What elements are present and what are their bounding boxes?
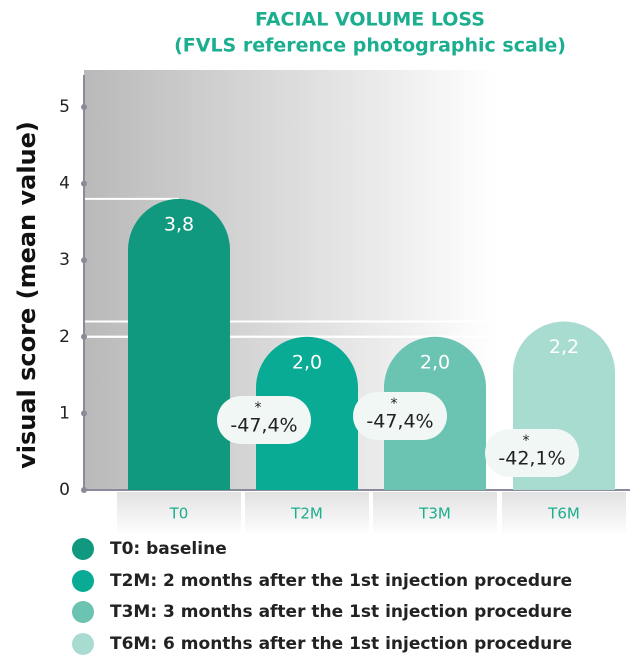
annotation-box: [485, 429, 579, 477]
legend-swatch: [72, 601, 94, 623]
category-cell: [117, 492, 241, 536]
annotation-star: *: [255, 400, 262, 416]
legend-label: T2M: 2 months after the 1st injection pr…: [110, 571, 572, 591]
value-label: 2,0: [292, 351, 322, 373]
legend-swatch: [72, 633, 94, 655]
legend-label: T6M: 6 months after the 1st injection pr…: [110, 634, 572, 654]
legend-swatch: [72, 570, 94, 592]
annotation-star: *: [523, 433, 530, 449]
y-tick: [81, 180, 87, 187]
chart-subtitle: (FVLS reference photographic scale): [174, 35, 566, 57]
bar: [128, 198, 230, 490]
chart-title: FACIAL VOLUME LOSS: [255, 9, 485, 31]
y-tick: [81, 257, 87, 264]
y-tick-label: 0: [59, 480, 70, 500]
x-tick-label: T3M: [418, 505, 451, 523]
legend-swatch: [72, 538, 94, 560]
y-axis-label: visual score (mean value): [13, 121, 41, 469]
y-tick-label: 3: [59, 250, 70, 270]
value-label: 3,8: [164, 213, 194, 235]
y-tick: [81, 487, 87, 493]
x-tick-label: T2M: [290, 505, 323, 523]
category-cell: [373, 492, 497, 536]
category-cell: [245, 492, 369, 536]
y-tick: [81, 410, 87, 417]
x-tick-label: T0: [169, 505, 189, 523]
y-tick: [81, 104, 87, 110]
annotation-box: [217, 396, 311, 444]
value-label: 2,0: [420, 351, 450, 373]
y-tick: [81, 333, 87, 340]
value-label: 2,2: [549, 336, 579, 358]
annotation-star: *: [391, 396, 398, 412]
y-tick-label: 1: [59, 403, 70, 423]
annotation-box: [353, 392, 447, 440]
legend-label: T3M: 3 months after the 1st injection pr…: [110, 602, 572, 622]
y-tick-label: 5: [59, 97, 70, 117]
y-tick-label: 2: [59, 327, 70, 347]
annotation-text: -42,1%: [498, 448, 565, 470]
x-tick-label: T6M: [547, 505, 580, 523]
annotation-text: -47,4%: [366, 411, 433, 433]
y-tick-label: 4: [59, 174, 70, 194]
annotation-text: -47,4%: [230, 415, 297, 437]
legend-label: T0: baseline: [110, 539, 227, 559]
category-cell: [502, 492, 626, 536]
